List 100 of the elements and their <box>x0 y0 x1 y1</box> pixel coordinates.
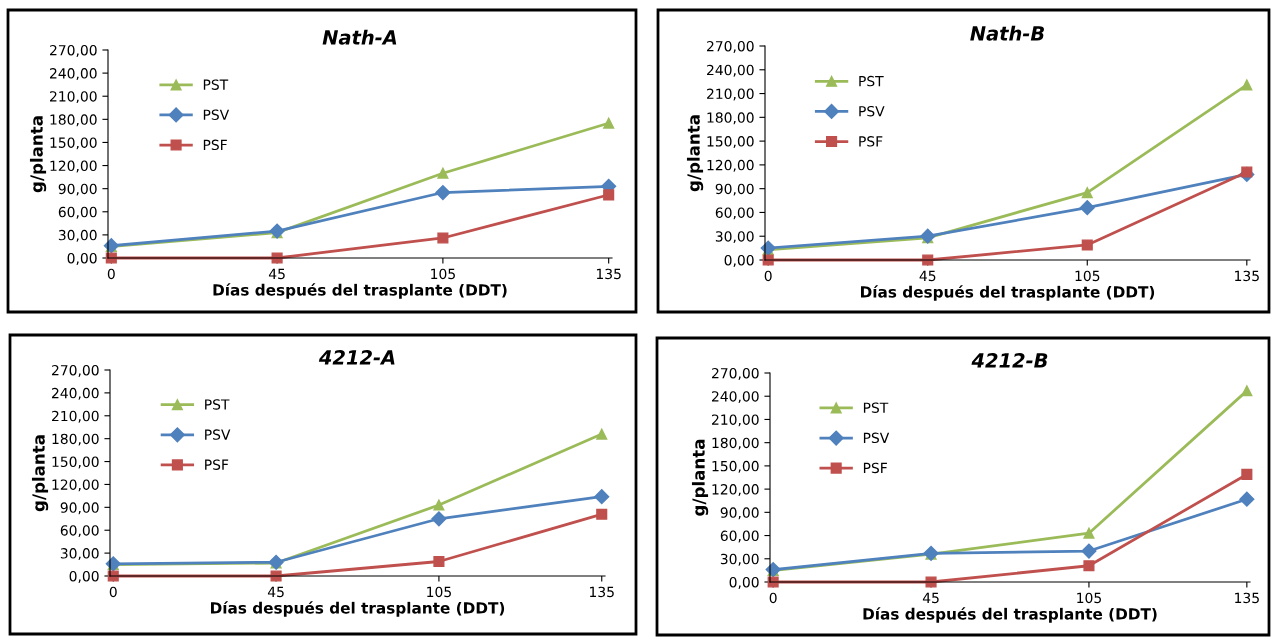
y-tick-label: 210,00 <box>712 414 759 427</box>
point <box>270 570 282 582</box>
x-tick-label: 0 <box>109 586 117 598</box>
y-tick-label: 60,00 <box>715 207 754 220</box>
chart-title: Nath-B <box>970 25 1044 41</box>
point <box>433 499 445 511</box>
y-tick-label: 90,00 <box>720 507 759 520</box>
y-tick-label: 0,00 <box>69 570 99 583</box>
legend-label: PST <box>863 402 889 413</box>
point <box>1079 200 1095 216</box>
x-tick-label: 0 <box>764 270 772 282</box>
x-tick-label: 135 <box>596 268 621 280</box>
point <box>1081 239 1093 251</box>
point <box>925 576 937 588</box>
y-tick-label: 120,00 <box>707 159 754 172</box>
y-tick-label: 270,00 <box>52 364 99 377</box>
y-tick-label: 150,00 <box>707 136 754 148</box>
y-tick-label: 150,00 <box>52 456 99 469</box>
x-tick-label: 135 <box>1235 270 1259 282</box>
y-tick-label: 0,00 <box>729 576 759 589</box>
x-tick-label: 105 <box>1077 592 1101 604</box>
point <box>603 117 615 129</box>
chart-title: 4212-B <box>971 353 1048 368</box>
point <box>1239 491 1255 507</box>
x-axis-title: Días después del trasplante (DDT) <box>211 601 505 617</box>
y-tick-label: 30,00 <box>60 548 99 560</box>
point <box>271 252 283 264</box>
x-axis-title: Días después del trasplante (DDT) <box>861 285 1155 301</box>
y-tick-label: 270,00 <box>712 367 759 380</box>
y-tick-label: 30,00 <box>715 231 754 244</box>
y-tick-label: 240,00 <box>50 68 97 80</box>
legend-label: PSF <box>859 136 883 147</box>
y-tick-label: 0,00 <box>67 252 97 265</box>
y-tick-label: 180,00 <box>712 437 759 450</box>
chart-title: 4212-A <box>318 350 395 365</box>
y-tick-label: 150,00 <box>50 137 97 150</box>
y-tick-label: 90,00 <box>715 183 754 196</box>
x-tick-label: 45 <box>919 270 936 282</box>
y-tick-label: 210,00 <box>50 91 97 104</box>
point <box>1081 543 1097 559</box>
y-tick-label: 180,00 <box>50 114 97 127</box>
point <box>435 184 451 201</box>
point <box>596 428 608 440</box>
point <box>1241 79 1253 91</box>
y-tick-label: 30,00 <box>720 553 759 566</box>
y-tick-label: 120,00 <box>712 484 759 496</box>
point <box>1081 187 1093 199</box>
y-tick-label: 60,00 <box>58 206 97 219</box>
y-axis-title: g/planta <box>29 116 47 193</box>
chart-title: Nath-A <box>322 29 397 45</box>
y-tick-label: 180,00 <box>52 433 99 446</box>
x-tick-label: 105 <box>427 586 451 598</box>
legend-label: PSV <box>205 429 231 440</box>
x-tick-label: 0 <box>769 592 777 604</box>
x-tick-label: 45 <box>922 592 939 604</box>
legend-label: PST <box>205 399 230 410</box>
y-tick-label: 180,00 <box>707 112 754 125</box>
legend-label: PSV <box>859 105 885 117</box>
y-tick-label: 0,00 <box>724 254 754 267</box>
x-tick-label: 0 <box>107 268 115 280</box>
y-tick-label: 210,00 <box>707 88 754 101</box>
x-axis-title: Días después del trasplante (DDT) <box>863 607 1157 623</box>
point <box>922 254 934 266</box>
y-tick-label: 240,00 <box>707 64 754 77</box>
legend-label: PST <box>859 75 884 87</box>
point <box>1241 468 1253 480</box>
y-tick-label: 120,00 <box>52 479 99 492</box>
y-tick-label: 60,00 <box>60 525 99 538</box>
y-axis-title: g/planta <box>691 439 709 516</box>
point <box>1083 527 1095 539</box>
y-tick-label: 270,00 <box>50 44 97 57</box>
x-tick-label: 135 <box>590 586 614 598</box>
legend-label: PST <box>203 79 229 90</box>
point <box>437 232 449 244</box>
y-tick-label: 120,00 <box>50 160 97 173</box>
y-tick-label: 210,00 <box>52 410 99 423</box>
y-axis-title: g/planta <box>686 115 704 192</box>
y-tick-label: 240,00 <box>712 391 759 404</box>
x-tick-label: 45 <box>267 586 284 598</box>
y-tick-label: 60,00 <box>720 530 759 543</box>
y-tick-label: 270,00 <box>707 40 754 53</box>
legend-label: PSF <box>863 462 887 474</box>
point <box>433 555 445 568</box>
y-tick-label: 30,00 <box>58 229 97 242</box>
point <box>437 167 449 179</box>
point <box>1083 560 1095 572</box>
y-tick-label: 90,00 <box>60 502 99 515</box>
x-tick-label: 45 <box>268 268 285 280</box>
point <box>594 489 610 505</box>
y-tick-label: 150,00 <box>712 460 759 473</box>
y-tick-label: 90,00 <box>58 183 97 196</box>
legend-label: PSV <box>863 432 890 444</box>
point <box>1241 385 1253 397</box>
x-tick-label: 135 <box>1235 592 1259 604</box>
legend-label: PSV <box>203 109 230 120</box>
x-tick-label: 105 <box>1075 270 1100 282</box>
x-axis-title: Días después del trasplante (DDT) <box>213 283 507 299</box>
legend-label: PSF <box>203 139 227 151</box>
point <box>603 189 615 201</box>
legend-label: PSF <box>205 459 229 470</box>
